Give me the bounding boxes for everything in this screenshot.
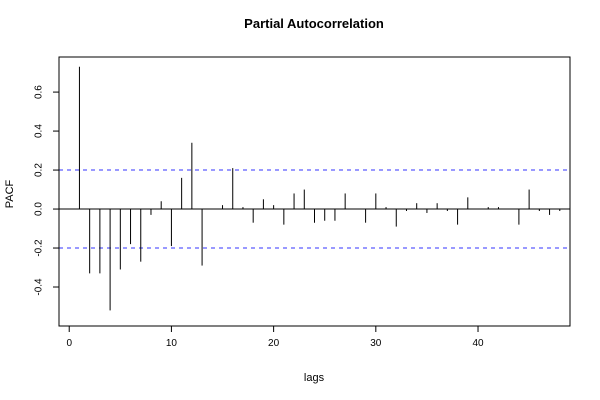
y-tick-label: -0.4 (34, 278, 45, 296)
x-tick-label: 10 (166, 338, 178, 349)
y-tick-label: 0.4 (34, 124, 45, 138)
x-tick-label: 40 (472, 338, 484, 349)
pacf-bars (78, 66, 561, 311)
chart-title: Partial Autocorrelation (244, 16, 384, 31)
confidence-bounds (59, 169, 570, 249)
x-axis: 0 10 20 30 40 (66, 325, 484, 349)
plot-frame (58, 56, 571, 327)
y-axis-label: PACF (4, 179, 16, 208)
y-tick-label: -0.2 (34, 239, 45, 257)
x-axis-label: lags (304, 372, 325, 384)
x-tick-label: 0 (66, 338, 72, 349)
x-tick-label: 20 (268, 338, 280, 349)
y-tick-label: 0.6 (34, 85, 45, 99)
y-axis: -0.4 -0.2 0.0 0.2 0.4 0.6 (34, 85, 60, 296)
x-tick-label: 30 (370, 338, 382, 349)
y-tick-label: 0.0 (34, 202, 45, 216)
y-tick-label: 0.2 (34, 163, 45, 177)
